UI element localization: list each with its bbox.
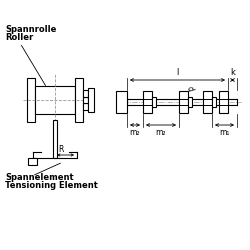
Bar	[75, 78, 83, 122]
Bar	[219, 91, 228, 113]
Text: l: l	[176, 68, 179, 77]
Bar	[203, 91, 212, 113]
Bar	[35, 86, 75, 114]
Text: k: k	[230, 68, 235, 77]
Text: Tensioning Element: Tensioning Element	[5, 181, 98, 190]
Bar	[152, 97, 156, 107]
Text: Spannelement: Spannelement	[5, 173, 73, 182]
Bar	[53, 120, 57, 158]
Bar	[143, 91, 152, 113]
Bar	[83, 90, 88, 97]
Text: Roller: Roller	[5, 34, 33, 42]
Bar	[116, 91, 127, 113]
Bar	[27, 78, 35, 122]
Bar	[212, 97, 216, 107]
Text: m₂: m₂	[130, 128, 140, 137]
Bar	[28, 158, 37, 165]
Text: Spannrolle: Spannrolle	[5, 26, 57, 35]
Bar	[188, 97, 192, 107]
Bar	[179, 91, 188, 113]
Text: m₁: m₁	[219, 128, 230, 137]
Bar	[88, 88, 94, 112]
Text: R: R	[58, 145, 64, 154]
Bar	[83, 97, 88, 103]
Text: m₂: m₂	[156, 128, 166, 137]
Bar	[83, 103, 88, 110]
Text: d: d	[185, 85, 195, 92]
